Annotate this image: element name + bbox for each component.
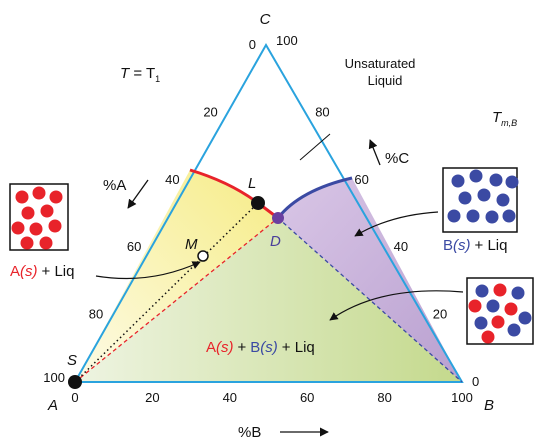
axis-label: %C [385,150,409,167]
part: + [238,339,247,356]
tick-label: 0 [472,374,479,389]
particle [497,194,510,207]
particle [452,175,465,188]
temperature: T = T1 [120,65,160,84]
particle [22,207,35,220]
particle [486,211,499,224]
particle [506,176,519,189]
tick-label: 60 [354,172,368,187]
t: T [120,65,131,82]
particle [33,187,46,200]
tick-label: 60 [300,390,314,405]
particle [459,192,472,205]
part: (s) [453,237,471,254]
tick-label: 20 [203,104,217,119]
particle [476,285,489,298]
vertex-label: B [484,397,494,414]
particle [490,174,503,187]
part: (s) [216,339,234,356]
particle [40,237,53,250]
part: B [250,339,260,356]
particle [492,316,505,329]
region-label: A(s)+B(s)+ Liq [206,339,315,356]
point-m [198,251,208,261]
tick-label: 0 [71,390,78,405]
point-label: D [270,233,281,250]
part: (s) [20,263,38,280]
region-label: B(s)+ Liq [443,237,507,254]
tick-label: 100 [451,390,473,405]
region-label: A(s)+ Liq [10,263,74,280]
particle [494,284,507,297]
part: A [206,339,216,356]
particle [519,312,532,325]
sub: m,B [501,118,517,128]
particle [41,205,54,218]
part: + Liq [42,263,75,280]
particle [49,220,62,233]
particle [505,303,518,316]
part: + Liq [475,237,508,254]
label: Liquid [368,73,403,88]
sub: 1 [155,74,160,84]
melting: Tm,B [492,109,517,128]
point-l [251,196,265,210]
particle [475,317,488,330]
eq: = T [133,65,155,82]
tick-label: 40 [165,172,179,187]
particle [503,210,516,223]
point-s [68,375,82,389]
tick-label: 100 [276,33,298,48]
particle [469,300,482,313]
particle [478,189,491,202]
part: + Liq [282,339,315,356]
ternary-diagram: C A B T = T1 Tm,B Unsaturated Liquid %A … [0,0,535,438]
tick-label: 20 [145,390,159,405]
point-label: M [185,236,198,253]
particle [16,191,29,204]
tick-label: 80 [89,307,103,322]
vertex-label: C [260,11,271,28]
arrow-c [370,140,380,165]
particle [467,210,480,223]
particle [487,300,500,313]
particle [30,223,43,236]
particle [12,222,25,235]
tick-label: 0 [249,37,256,52]
particle [50,191,63,204]
axis-label: %A [103,177,126,194]
particle [508,324,521,337]
tick-label: 60 [127,239,141,254]
point-d [272,212,284,224]
point-label: L [248,175,256,192]
tick-label: 40 [394,239,408,254]
particle [448,210,461,223]
tick-label: 80 [377,390,391,405]
arrow-a [128,180,148,208]
particle [482,331,495,344]
particle [470,170,483,183]
label: Unsaturated [345,56,416,71]
particle [512,287,525,300]
axis-label: %B [238,424,261,438]
point-label: S [67,352,77,369]
part: (s) [260,339,278,356]
vertex-label: A [47,397,58,414]
tick-label: 20 [433,307,447,322]
part: B [443,237,453,254]
tick-label: 80 [315,104,329,119]
tick-label: 100 [43,370,65,385]
tick-label: 40 [223,390,237,405]
part: A [10,263,20,280]
particle [21,237,34,250]
